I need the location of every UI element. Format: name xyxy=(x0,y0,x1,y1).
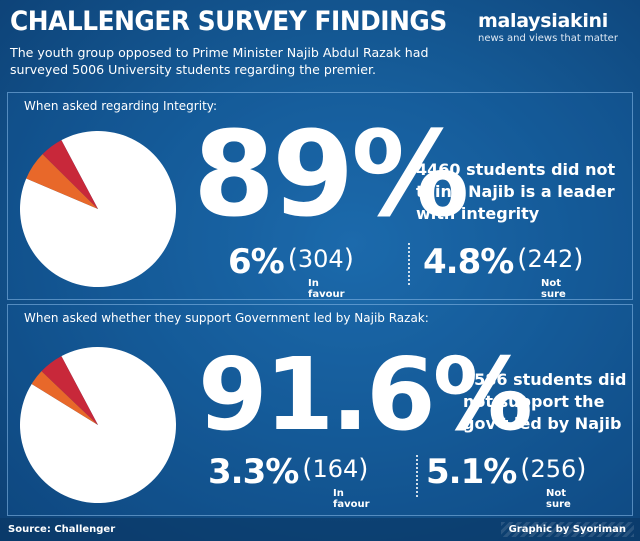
support-notsure-stat: 5.1% (256) Not sure xyxy=(426,452,587,510)
integrity-headline-unit: % xyxy=(351,105,469,243)
support-notsure-pct: 5.1% xyxy=(426,452,517,492)
integrity-divider xyxy=(408,243,410,285)
support-headline-value: 91.6 xyxy=(198,336,436,453)
support-favour-stat: 3.3% (164) In favour xyxy=(208,452,370,510)
integrity-pie-chart xyxy=(20,131,177,287)
integrity-favour-slice xyxy=(26,154,99,209)
brand-tagline: news and views that matter xyxy=(478,33,618,44)
source-note: Source: Challenger xyxy=(8,524,116,535)
integrity-favour-label: In favour xyxy=(308,278,345,300)
support-notsure-label: Not sure xyxy=(546,488,571,510)
integrity-favour-stat: 6% (304) In favour xyxy=(228,242,354,300)
integrity-description: 4460 students did not think Najib is a l… xyxy=(416,160,616,223)
support-favour-slice xyxy=(31,371,99,425)
integrity-notsure-count: (242) xyxy=(517,244,584,274)
integrity-headline: 89% xyxy=(193,115,469,233)
page-subtitle: The youth group opposed to Prime Ministe… xyxy=(10,45,429,77)
support-divider xyxy=(416,455,418,497)
support-majority-slice xyxy=(19,347,176,503)
graphic-credit: Graphic by Syoriman xyxy=(500,522,634,537)
integrity-favour-count: (304) xyxy=(287,244,354,274)
support-panel: When asked whether they support Governme… xyxy=(7,304,633,516)
support-headline-unit: % xyxy=(432,336,533,453)
integrity-headline-value: 89 xyxy=(193,105,354,243)
integrity-notsure-stat: 4.8% (242) Not sure xyxy=(423,242,584,300)
support-not-sure-slice xyxy=(41,356,98,425)
support-headline: 91.6% xyxy=(198,345,533,445)
support-notsure-count: (256) xyxy=(520,454,587,484)
integrity-panel: When asked regarding Integrity: 89% 4460… xyxy=(7,92,633,300)
integrity-notsure-pct: 4.8% xyxy=(423,242,514,282)
footer: Source: Challenger Graphic by Syoriman xyxy=(0,518,640,541)
integrity-favour-pct: 6% xyxy=(228,242,285,282)
support-description: 4586 students did not support the gov't … xyxy=(463,370,627,433)
support-pie-chart xyxy=(19,347,176,503)
support-favour-label: In favour xyxy=(333,488,370,510)
support-favour-pct: 3.3% xyxy=(208,452,299,492)
integrity-notsure-label: Not sure xyxy=(541,278,566,300)
integrity-question: When asked regarding Integrity: xyxy=(24,99,218,113)
header: CHALLENGER SURVEY FINDINGS The youth gro… xyxy=(0,0,640,92)
brand-name: malaysiakini xyxy=(478,10,608,32)
support-question: When asked whether they support Governme… xyxy=(24,311,429,325)
page-title: CHALLENGER SURVEY FINDINGS xyxy=(10,6,447,37)
integrity-not-sure-slice xyxy=(42,140,98,209)
brand-logo: malaysiakini news and views that matter xyxy=(478,10,628,44)
support-favour-count: (164) xyxy=(302,454,369,484)
